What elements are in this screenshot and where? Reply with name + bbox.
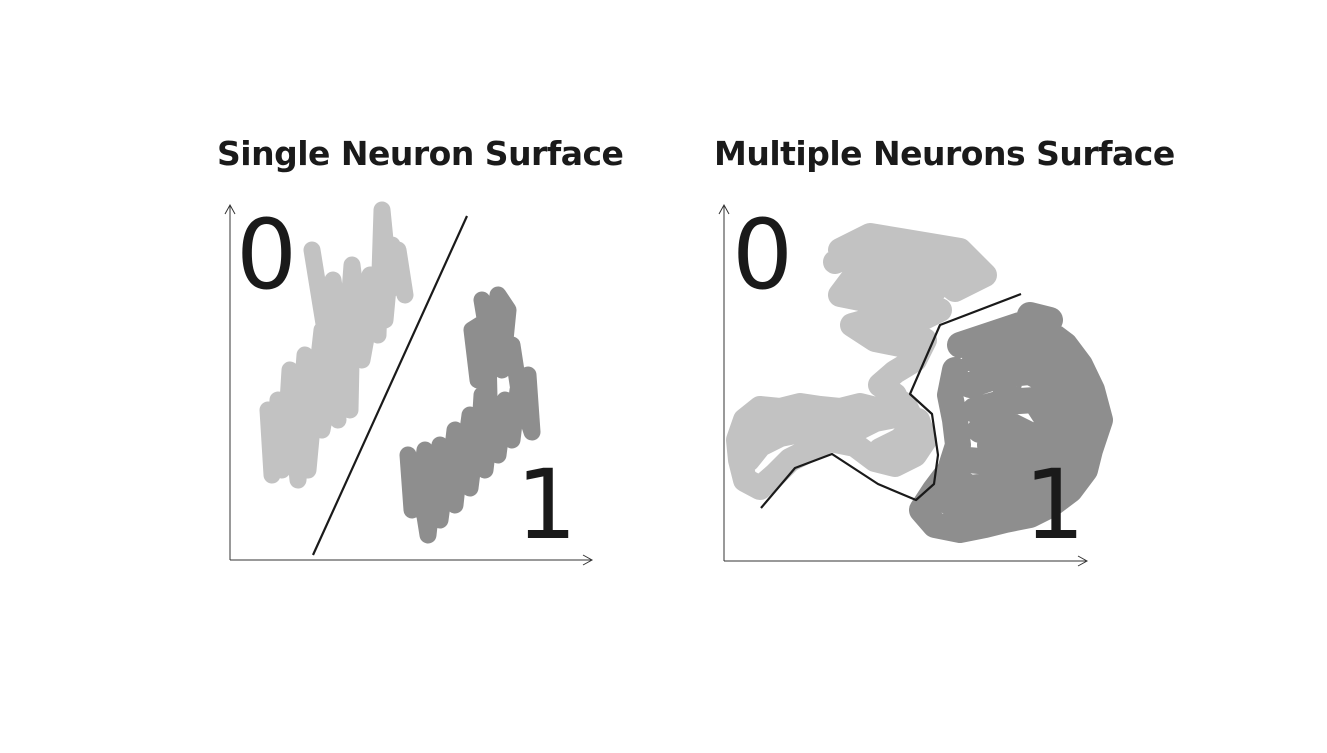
panel-title-single-neuron: Single Neuron Surface xyxy=(217,134,624,173)
class-0-scribble-left xyxy=(259,201,414,489)
class-1-scribble-right xyxy=(909,302,1113,543)
class-0-label-left: 0 xyxy=(236,199,297,311)
class-1-label-left: 1 xyxy=(516,449,577,561)
decision-boundary-line xyxy=(311,215,469,556)
class-0-scribble-right xyxy=(726,223,997,500)
class-1-scribble-left xyxy=(399,286,541,544)
decision-boundary-curve xyxy=(760,292,1022,509)
multiple-neurons-panel: 0 1 xyxy=(718,199,1113,567)
class-0-label-right: 0 xyxy=(732,199,793,311)
class-1-label-right: 1 xyxy=(1024,449,1085,561)
panel-title-multiple-neurons: Multiple Neurons Surface xyxy=(714,134,1175,173)
single-neuron-panel: 0 1 xyxy=(224,199,594,566)
